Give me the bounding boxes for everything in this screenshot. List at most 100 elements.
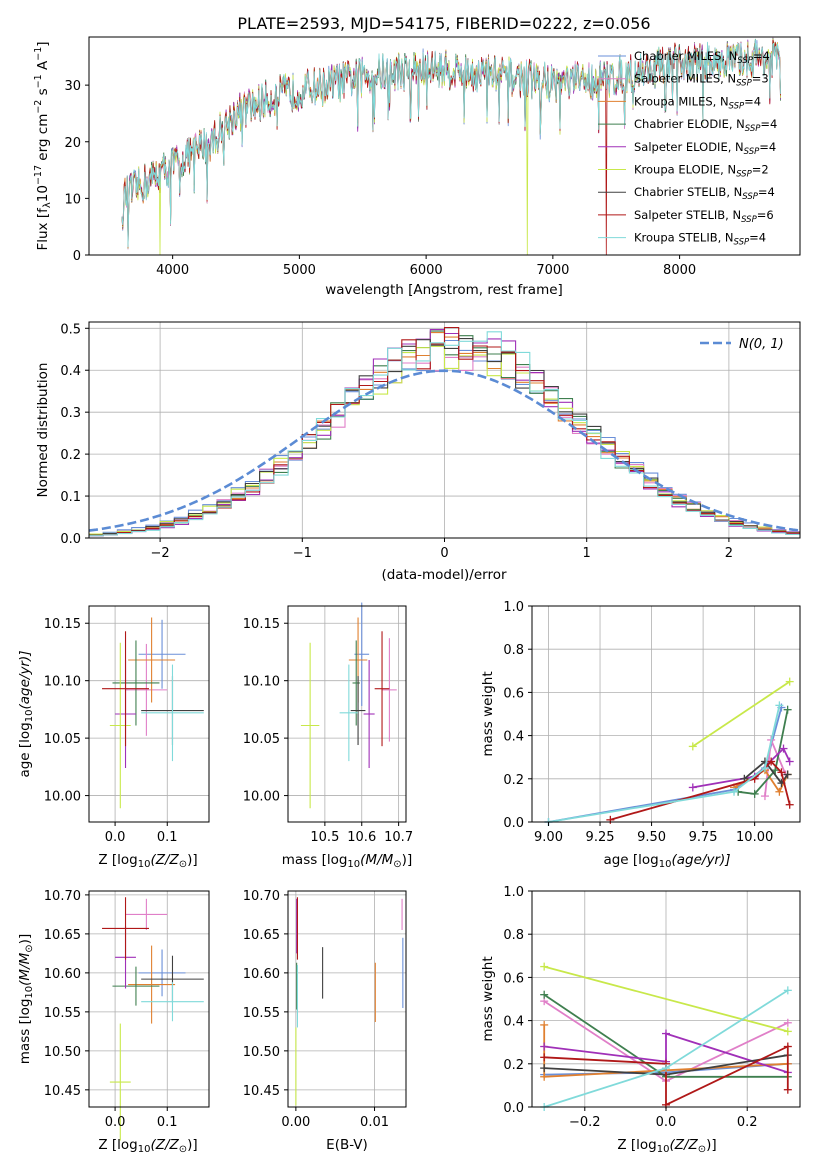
mass-z-xlabel: Z [log10(Z/Z⊙)] <box>98 1137 197 1155</box>
x-tick-label: 4000 <box>156 263 189 278</box>
errorbar-point <box>374 631 390 747</box>
plus-marker <box>783 770 792 779</box>
x-tick-label: 9.75 <box>689 830 718 845</box>
weight-series-line <box>738 709 789 795</box>
marks <box>102 897 204 1141</box>
plus-marker <box>540 1053 549 1062</box>
errorbar-point <box>112 966 160 1006</box>
plus-marker <box>760 764 769 772</box>
y-tick-label: 0 <box>73 249 81 264</box>
errorbar-point <box>141 664 204 762</box>
plus-marker <box>540 990 549 999</box>
plus-marker <box>662 1064 670 1073</box>
residual-histogram <box>89 345 800 535</box>
errorbar-point <box>382 638 397 742</box>
x-tick-label: 8000 <box>663 263 696 278</box>
x-tick-label: 10.5 <box>310 830 339 845</box>
y-tick-label: 0.3 <box>60 406 81 421</box>
errorbar-point <box>352 640 360 726</box>
gaussian-reference-curve <box>88 369 801 532</box>
y-tick-label: 10.50 <box>243 1045 280 1060</box>
age-z-ylabel: age [log10(age/yr)] <box>17 650 35 777</box>
x-tick-label: 0.1 <box>157 830 178 845</box>
residual-histogram <box>89 338 800 536</box>
plus-marker <box>783 1027 792 1036</box>
x-tick-label: 9.00 <box>534 830 563 845</box>
plus-marker <box>775 787 784 796</box>
weight-series-line <box>543 965 789 1033</box>
legend-entry: Chabrier MILES, NSSP=4 <box>634 49 770 66</box>
y-tick-label: 0.2 <box>60 448 81 463</box>
errorbar-point <box>363 660 375 768</box>
mass-vs-Z-panel: 0.0 0.1 10.45 10.50 10.55 10.60 10.65 10.70 <box>44 889 210 1141</box>
errorbar-point <box>354 602 370 706</box>
plus-marker <box>540 1072 549 1081</box>
errorbar-point <box>138 949 186 997</box>
y-tick-label: 0.5 <box>60 322 81 337</box>
y-tick-label: 20 <box>64 136 81 151</box>
y-tick-label: 0.8 <box>503 928 524 943</box>
residuals-ticks: −2 −1 0 1 2 0.0 0.1 0.2 0.3 0.4 0.5 <box>60 322 733 561</box>
y-tick-label: 10.15 <box>243 617 280 632</box>
y-tick-label: 0.1 <box>60 490 81 505</box>
x-tick-label: 0.01 <box>360 1115 389 1130</box>
x-tick-label: 0.0 <box>105 830 126 845</box>
legend-entry: Kroupa STELIB, NSSP=4 <box>634 231 766 248</box>
errorbar-point <box>109 642 131 809</box>
x-tick-label: 0.2 <box>737 1115 758 1130</box>
errorbar-point <box>339 664 359 762</box>
weight-series-line <box>548 705 781 823</box>
plus-marker <box>779 744 788 753</box>
legend-entry: Kroupa ELODIE, NSSP=2 <box>634 163 769 180</box>
marks <box>544 677 794 826</box>
residuals-legend: N(0, 1) <box>700 337 784 352</box>
plus-marker <box>540 1020 549 1029</box>
axes-frame <box>88 890 210 1108</box>
x-tick-label: 0.1 <box>157 1115 178 1130</box>
y-tick-label: 30 <box>64 79 81 94</box>
y-tick-label: 0.4 <box>503 730 524 745</box>
plus-marker <box>783 986 792 995</box>
x-tick-label: 0.00 <box>281 1115 310 1130</box>
residuals-xlabel: (data-model)/error <box>381 567 507 583</box>
axes-frame <box>531 605 801 823</box>
weight-age-ylabel: mass weight <box>480 671 496 756</box>
plus-marker <box>783 1085 792 1094</box>
residuals-ylabel: Normed distribution <box>35 363 51 498</box>
y-tick-label: 10.70 <box>44 889 81 904</box>
y-tick-label: 10.05 <box>44 732 81 747</box>
plus-marker <box>688 742 697 751</box>
x-tick-label: 10.6 <box>347 830 376 845</box>
marks <box>102 617 204 809</box>
plus-marker <box>730 787 739 796</box>
plus-marker <box>767 757 776 766</box>
y-tick-label: 0.0 <box>60 532 81 547</box>
plus-marker <box>540 962 549 971</box>
age-vs-Z-panel: 0.0 0.1 10.00 10.05 10.10 10.15 <box>44 605 210 845</box>
errorbar-point <box>125 643 168 736</box>
legend-entry: Salpeter ELODIE, NSSP=4 <box>634 140 776 157</box>
y-tick-label: 10 <box>64 192 81 207</box>
x-tick-label: 9.50 <box>637 830 666 845</box>
x-tick-label: 2 <box>725 546 733 561</box>
y-tick-label: 0.6 <box>503 686 524 701</box>
spectrum-legend: Chabrier MILES, NSSP=4 Salpeter MILES, NS… <box>598 49 777 248</box>
y-tick-label: 0.0 <box>503 816 524 831</box>
plus-marker <box>750 789 759 798</box>
weight-z-xlabel: Z [log10(Z/Z⊙)] <box>617 1137 716 1155</box>
massweight-vs-Z-panel: −0.2 0.0 0.2 0.0 0.2 0.4 0.6 0.8 1.0 <box>503 885 801 1130</box>
age-mass-xlabel: mass [log10(M/M⊙)] <box>282 852 412 870</box>
ticks: −0.2 0.0 0.2 0.0 0.2 0.4 0.6 0.8 1.0 <box>503 885 757 1130</box>
weight-z-ylabel: mass weight <box>480 956 496 1041</box>
x-tick-label: 7000 <box>536 263 569 278</box>
y-tick-label: 0.0 <box>503 1101 524 1116</box>
x-tick-label: 0.0 <box>105 1115 126 1130</box>
y-tick-label: 1.0 <box>503 885 524 900</box>
errorbar-point <box>141 982 204 1022</box>
plus-marker <box>777 768 786 777</box>
mass-z-ylabel: mass [log10(M/M⊙)] <box>17 934 35 1064</box>
marks <box>540 962 792 1111</box>
errorbar-point <box>102 897 149 960</box>
